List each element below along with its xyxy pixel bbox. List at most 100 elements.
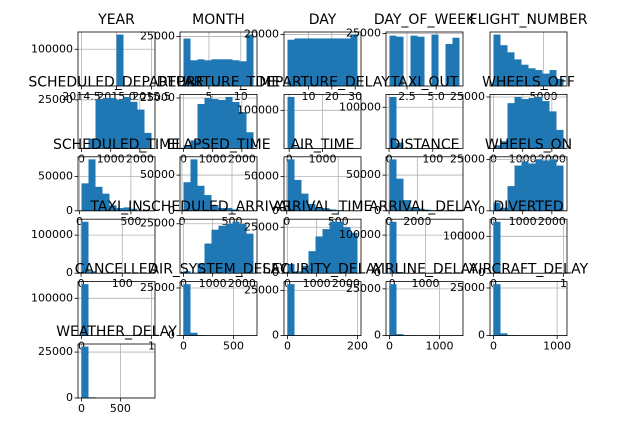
chart-title: YEAR bbox=[97, 12, 135, 28]
bar bbox=[109, 97, 117, 149]
x-tick-label: 1000 bbox=[509, 215, 537, 228]
bar bbox=[294, 271, 302, 274]
bar bbox=[350, 34, 358, 86]
axes-frame bbox=[489, 31, 568, 87]
chart-title: SECURITY_DELAY bbox=[262, 262, 383, 278]
y-tick-label: 100000 bbox=[339, 100, 381, 113]
bar bbox=[218, 99, 226, 149]
x-tick-label: 1000 bbox=[543, 340, 571, 353]
bar bbox=[493, 202, 501, 211]
bar bbox=[197, 59, 205, 86]
chart-title: SCHEDULED_ARRIVAL bbox=[142, 199, 295, 215]
bar bbox=[542, 73, 550, 86]
axes-frame bbox=[179, 281, 258, 337]
x-tick-label: 0 bbox=[76, 215, 83, 228]
x-tick-label: 500 bbox=[120, 215, 141, 228]
axes-frame bbox=[385, 94, 464, 149]
bar bbox=[315, 207, 323, 211]
bar bbox=[403, 200, 411, 211]
chart-title: WEATHER_DELAY bbox=[56, 324, 177, 340]
y-tick-label: 0 bbox=[374, 204, 381, 217]
y-tick-label: 0 bbox=[374, 266, 381, 279]
y-tick-label: 20000 bbox=[244, 28, 279, 41]
bar bbox=[301, 38, 309, 86]
chart-title: WHEELS_OFF bbox=[482, 74, 575, 90]
bar bbox=[232, 221, 240, 274]
bar bbox=[493, 34, 501, 86]
x-tick-label: 1 bbox=[560, 277, 567, 290]
y-tick-label: 0 bbox=[478, 204, 485, 217]
bar bbox=[102, 97, 110, 149]
bar bbox=[389, 284, 397, 336]
x-tick-label: 30 bbox=[348, 90, 362, 103]
chart-title: AIRLINE_DELAY bbox=[371, 262, 478, 278]
x-tick-label: 0 bbox=[78, 277, 85, 290]
bar bbox=[396, 142, 404, 149]
x-tick-label: 1000 bbox=[199, 277, 227, 290]
x-tick-label: 0 bbox=[286, 152, 293, 165]
x-tick-label: 2000 bbox=[403, 215, 431, 228]
bar bbox=[204, 97, 212, 149]
x-tick-label: 20 bbox=[325, 90, 339, 103]
chart-title: ARRIVAL_DELAY bbox=[369, 199, 480, 215]
chart-title: FLIGHT_NUMBER bbox=[470, 12, 588, 28]
bar bbox=[500, 141, 508, 149]
bar bbox=[95, 186, 103, 211]
x-tick-label: 2000 bbox=[538, 215, 566, 228]
x-tick-label: 10 bbox=[302, 90, 316, 103]
bar bbox=[542, 160, 550, 211]
bar bbox=[417, 36, 425, 86]
y-tick-label: 50000 bbox=[140, 168, 175, 181]
bar bbox=[218, 59, 226, 86]
x-tick-label: 0 bbox=[180, 152, 187, 165]
x-tick-label: 5 bbox=[205, 90, 212, 103]
bar bbox=[308, 38, 316, 86]
bar bbox=[190, 140, 198, 149]
x-tick-label: 0 bbox=[386, 215, 393, 228]
bar bbox=[528, 98, 536, 149]
bar bbox=[301, 193, 309, 211]
chart-title: DISTANCE bbox=[390, 137, 460, 153]
bar bbox=[239, 61, 247, 86]
bar bbox=[549, 70, 557, 86]
x-tick-label: 1 bbox=[148, 340, 155, 353]
y-tick-label: 25000 bbox=[38, 345, 73, 358]
bar bbox=[528, 163, 536, 211]
bar bbox=[535, 70, 543, 86]
y-tick-label: 100000 bbox=[339, 228, 381, 241]
bar bbox=[556, 129, 564, 149]
bar bbox=[542, 101, 550, 149]
y-tick-label: 50000 bbox=[346, 168, 381, 181]
axes-frame bbox=[179, 31, 258, 87]
y-tick-label: 25000 bbox=[244, 220, 279, 233]
bar bbox=[239, 223, 247, 274]
bar bbox=[514, 59, 522, 86]
bar bbox=[507, 103, 515, 149]
bar bbox=[183, 38, 191, 86]
x-tick-label: 0 bbox=[284, 340, 291, 353]
bar bbox=[322, 38, 330, 86]
x-tick-label: 1000 bbox=[303, 277, 331, 290]
bar bbox=[218, 225, 226, 274]
bar bbox=[123, 207, 131, 211]
y-tick-label: 100000 bbox=[31, 42, 73, 55]
bar bbox=[232, 60, 240, 86]
chart-title: TAXI_OUT bbox=[390, 74, 459, 90]
bar bbox=[389, 35, 397, 86]
bar bbox=[493, 284, 501, 336]
bar bbox=[315, 38, 323, 86]
bar bbox=[211, 205, 219, 211]
bar bbox=[493, 145, 501, 149]
x-tick-label: 1000 bbox=[199, 152, 227, 165]
bar bbox=[287, 264, 295, 274]
bar bbox=[336, 38, 344, 86]
bar bbox=[514, 165, 522, 211]
bar bbox=[95, 99, 103, 149]
x-tick-label: 0 bbox=[386, 340, 393, 353]
bar bbox=[535, 159, 543, 211]
chart-title: DEPARTURE_TIME bbox=[157, 74, 280, 90]
bar bbox=[88, 159, 96, 211]
y-tick-label: 25000 bbox=[140, 30, 175, 43]
bar bbox=[102, 193, 110, 211]
bar bbox=[417, 208, 425, 211]
